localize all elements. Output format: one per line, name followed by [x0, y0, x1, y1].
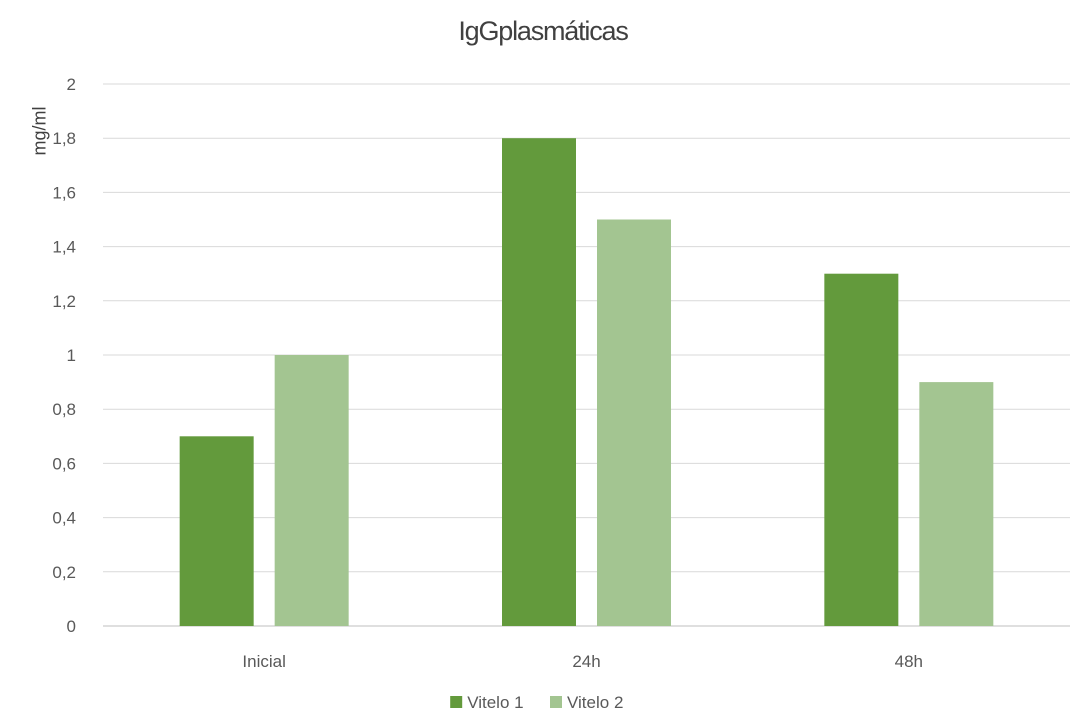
bar-vitelo-1-24h: [502, 138, 576, 626]
y-tick-label: 1: [67, 346, 76, 365]
y-tick-label: 0: [67, 617, 76, 636]
y-tick-labels: 0 0,2 0,4 0,6 0,8 1 1,2 1,4 1,6 1,8 2: [52, 75, 76, 636]
y-tick-label: 1,8: [52, 129, 76, 148]
bar-vitelo-1-48h: [824, 273, 899, 626]
legend-swatch: [450, 696, 463, 708]
gridlines: [103, 83, 1070, 627]
x-tick-labels: Inicial 24h 48h: [242, 652, 923, 671]
y-tick-label: 0,2: [52, 563, 76, 582]
bar-vitelo-2-24h: [597, 219, 671, 626]
bar-vitelo-1-inicial: [179, 436, 254, 626]
y-tick-label: 1,6: [52, 183, 76, 202]
legend-swatch: [550, 696, 562, 708]
y-tick-label: 1,2: [52, 292, 76, 311]
legend-label: Vitelo 2: [567, 693, 623, 712]
legend: Vitelo 1 Vitelo 2: [450, 693, 623, 712]
bar-vitelo-2-48h: [919, 382, 994, 626]
x-tick-label: 48h: [895, 652, 923, 671]
y-tick-label: 0,8: [52, 400, 76, 419]
x-tick-label: Inicial: [242, 652, 285, 671]
legend-label: Vitelo 1: [467, 693, 523, 712]
y-tick-label: 0,4: [52, 509, 76, 528]
chart-title: IgGplasmáticas: [458, 16, 628, 46]
bar-vitelo-2-inicial: [274, 355, 349, 626]
y-tick-label: 1,4: [52, 238, 76, 257]
x-tick-label: 24h: [572, 652, 600, 671]
y-tick-label: 2: [67, 75, 76, 94]
bars: [179, 138, 994, 626]
y-tick-label: 0,6: [52, 454, 76, 473]
